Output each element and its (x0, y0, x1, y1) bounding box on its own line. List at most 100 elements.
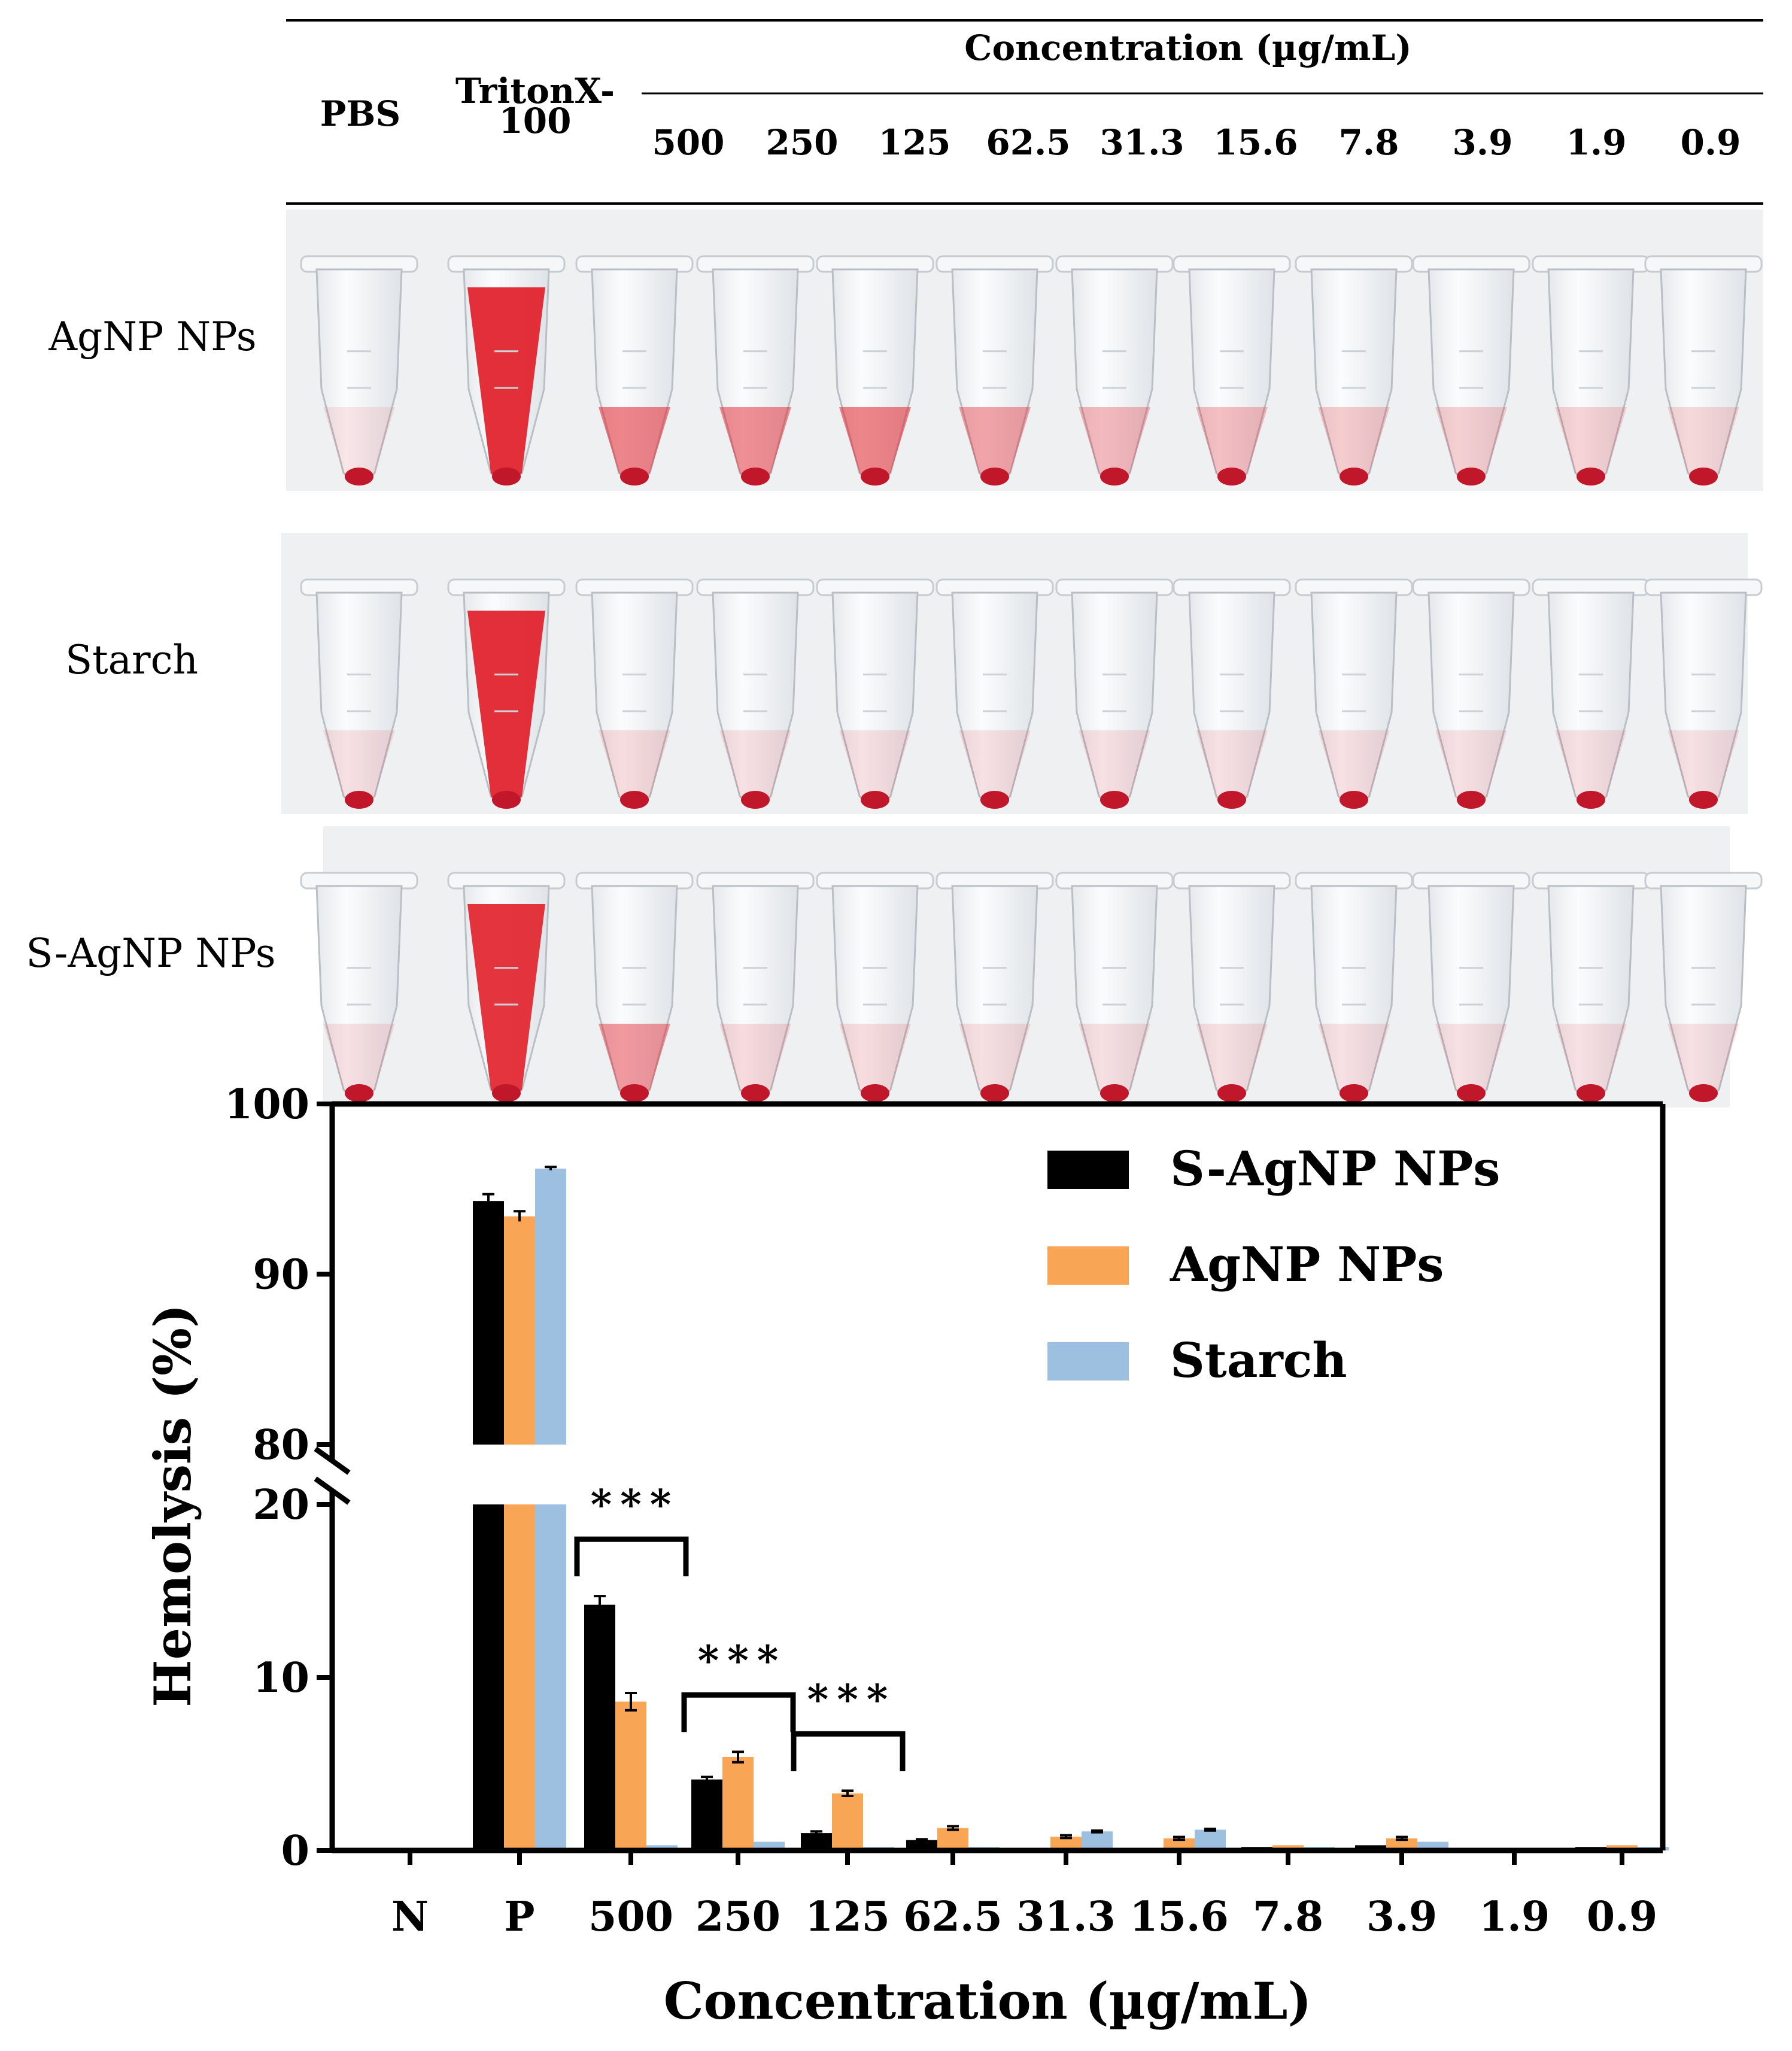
y-tick-label: 90 (253, 1251, 309, 1299)
x-tick-label-250: 250 (695, 1893, 780, 1941)
header-pbs: PBS (320, 93, 401, 134)
bar-s-agnp-nps-500 (584, 1604, 615, 1850)
bars-layer (473, 1166, 1669, 1852)
bar-s-agnp-nps-250 (691, 1779, 722, 1850)
tube-liquid (467, 904, 545, 1098)
y-tick-label: 0 (281, 1827, 309, 1875)
tube-pellet (1217, 1084, 1246, 1102)
tube-liquid (1435, 730, 1507, 805)
tube-liquid (599, 730, 670, 805)
x-tick-label-125: 125 (805, 1893, 890, 1941)
tube (1412, 255, 1530, 486)
tube-liquid (1196, 407, 1268, 481)
tube-pellet (980, 791, 1009, 809)
tube-pellet (620, 1084, 649, 1102)
tube-liquid (1318, 730, 1390, 805)
tube (1055, 255, 1174, 486)
x-tick-label-62.5: 62.5 (903, 1893, 1003, 1941)
tube-liquid (1668, 1024, 1739, 1098)
tube (816, 578, 934, 809)
x-axis-label: Concentration (µg/mL) (664, 1971, 1311, 2031)
bar-agnp-nps-3.9 (1386, 1838, 1417, 1850)
header-concentration-0: 500 (652, 122, 724, 163)
tube (447, 872, 566, 1102)
tube-pellet (741, 468, 770, 486)
tube-liquid (959, 1024, 1031, 1098)
bar-starch-31.3 (1082, 1831, 1113, 1850)
tube-pellet (1100, 1084, 1129, 1102)
x-tick-label-P: P (504, 1893, 534, 1941)
header-concentration-8: 1.9 (1566, 122, 1627, 163)
significance-bracket-250 (681, 1692, 796, 1733)
y-tick-label: 80 (253, 1421, 309, 1469)
header-concentration-1: 250 (766, 122, 838, 163)
tube-photo-row-0: AgNP NPs (48, 210, 1763, 491)
significance-bracket-500 (574, 1536, 689, 1577)
tube-liquid (467, 611, 545, 805)
tube-pellet (492, 468, 521, 486)
x-tick-label-3.9: 3.9 (1366, 1893, 1437, 1941)
axis-break-mark (314, 1476, 351, 1505)
x-tick-label-31.3: 31.3 (1016, 1893, 1116, 1941)
legend-label-1: AgNP NPs (1170, 1236, 1444, 1293)
tube-liquid (959, 730, 1031, 805)
significance-label-500: *** (591, 1481, 680, 1529)
significance-layer: *** *** *** (574, 1481, 906, 1771)
bar-agnp-nps-31.3 (1050, 1836, 1082, 1850)
tube-pellet (1577, 791, 1605, 809)
tube (1412, 578, 1530, 809)
tube (1532, 255, 1650, 486)
tube-photo-panels: AgNP NPs Starch S-AgNP NPs (26, 210, 1763, 1108)
tube (696, 578, 815, 809)
significance-label-125: *** (807, 1676, 897, 1724)
x-tick-label-N: N (391, 1893, 429, 1941)
tube (816, 872, 934, 1102)
tube (575, 255, 694, 486)
tube (1532, 872, 1650, 1102)
tube (816, 255, 934, 486)
bar-agnp-nps-125 (832, 1793, 863, 1850)
tube-pellet (1340, 468, 1368, 486)
header-concentration-4: 31.3 (1100, 122, 1184, 163)
bar-agnp-nps-250 (722, 1756, 754, 1850)
tube-pellet (1689, 791, 1718, 809)
y-tick-label: 100 (224, 1081, 309, 1128)
tube-pellet (492, 791, 521, 809)
tube (936, 255, 1054, 486)
tube-pellet (1457, 468, 1486, 486)
row-label-0: AgNP NPs (48, 314, 256, 360)
tube (1644, 872, 1763, 1102)
tube-pellet (980, 468, 1009, 486)
tube-liquid (1318, 1024, 1390, 1098)
tube-liquid (1079, 407, 1150, 481)
x-tick-label-0.9: 0.9 (1587, 1893, 1657, 1941)
tube (1644, 255, 1763, 486)
tube-pellet (1689, 468, 1718, 486)
tube-pellet (861, 468, 889, 486)
tube-pellet (1340, 1084, 1368, 1102)
tube-liquid (719, 407, 791, 481)
tube-liquid (1435, 1024, 1507, 1098)
tube (936, 872, 1054, 1102)
bar-agnp-nps-P-upper (504, 1216, 535, 1445)
tube-pellet (980, 1084, 1009, 1102)
tube (1644, 578, 1763, 809)
y-tick-label: 10 (253, 1654, 309, 1702)
tube (1295, 255, 1413, 486)
tube-liquid (1668, 407, 1739, 481)
tube-liquid (959, 407, 1031, 481)
tube-liquid (1318, 407, 1390, 481)
tube-liquid (1668, 730, 1739, 805)
tube (300, 255, 418, 486)
tube (1173, 578, 1291, 809)
tube-photo-row-2: S-AgNP NPs (26, 826, 1763, 1108)
header-concentration-2: 125 (878, 122, 950, 163)
tube-pellet (1217, 468, 1246, 486)
bar-starch-P-lower (535, 1504, 566, 1850)
tube-pellet (1100, 791, 1129, 809)
axis-break-mark (314, 1446, 351, 1475)
tube (1295, 578, 1413, 809)
row-label-2: S-AgNP NPs (26, 930, 275, 976)
header-triton-line1: TritonX- (455, 71, 615, 111)
